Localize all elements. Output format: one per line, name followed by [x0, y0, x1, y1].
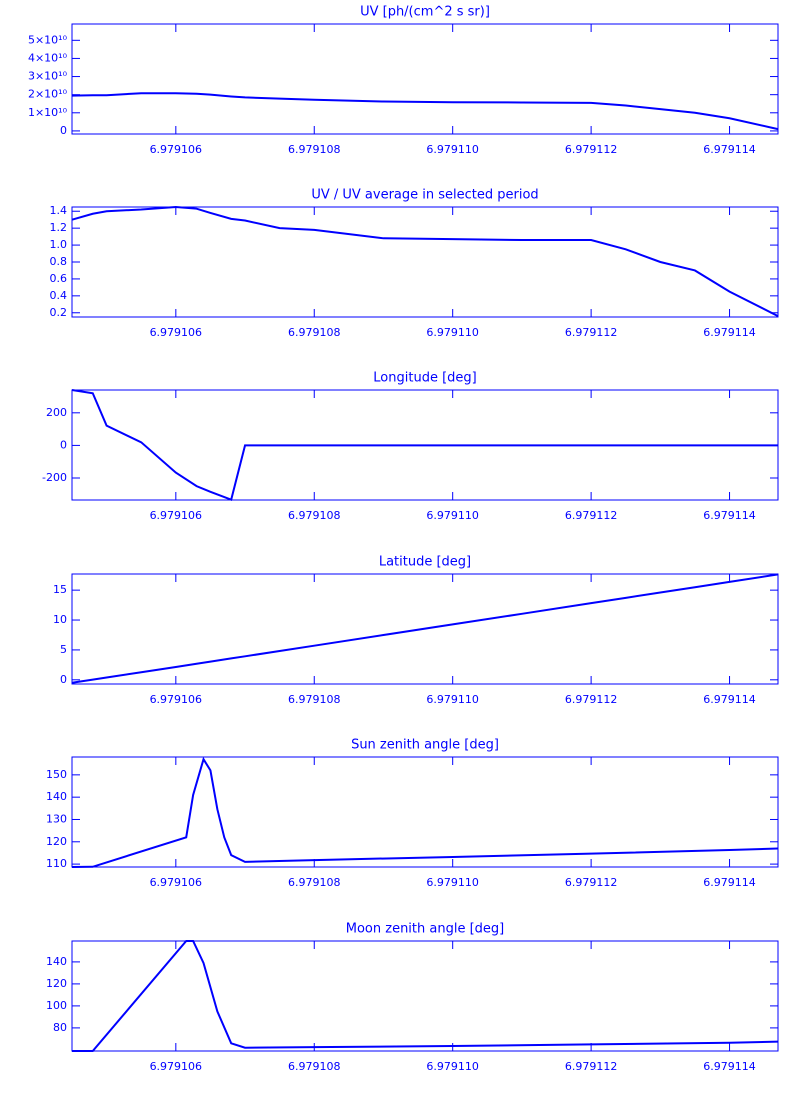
chart-title: Longitude [deg] [373, 371, 476, 386]
y-tick-label: 130 [46, 812, 67, 825]
data-line [71, 756, 779, 868]
data-line [72, 940, 779, 1052]
y-tick-label: 200 [46, 406, 67, 419]
y-tick-label: 120 [46, 835, 67, 848]
y-tick-label: 120 [46, 977, 67, 990]
chart-title: Latitude [deg] [379, 555, 471, 570]
x-tick-label: 6.979110 [426, 1060, 479, 1073]
x-tick-label: 6.979112 [565, 326, 618, 339]
data-line [71, 205, 779, 318]
y-tick-label: 100 [46, 999, 67, 1012]
x-tick-label: 6.979114 [703, 143, 756, 156]
x-tick-label: 6.979106 [150, 326, 203, 339]
x-tick-label: 6.979108 [288, 326, 341, 339]
y-tick-label: 140 [46, 955, 67, 968]
x-tick-label: 6.979112 [565, 509, 618, 522]
y-tick-label: 1.4 [50, 204, 68, 217]
x-tick-label: 6.979106 [150, 876, 203, 889]
x-tick-label: 6.979108 [288, 876, 341, 889]
x-tick-label: 6.979112 [565, 143, 618, 156]
x-tick-label: 6.979110 [426, 693, 479, 706]
plot-frame [71, 573, 779, 685]
y-tick-label: 0 [60, 438, 67, 451]
x-tick-label: 6.979106 [150, 509, 203, 522]
x-tick-label: 6.979106 [150, 143, 203, 156]
y-tick-label: 150 [46, 768, 67, 781]
y-tick-label: 0 [60, 124, 67, 137]
x-tick-label: 6.979108 [288, 509, 341, 522]
x-tick-label: 6.979108 [288, 693, 341, 706]
x-tick-label: 6.979114 [703, 1060, 756, 1073]
x-tick-label: 6.979108 [288, 1060, 341, 1073]
x-tick-label: 6.979112 [565, 693, 618, 706]
x-tick-label: 6.979114 [703, 509, 756, 522]
plot-frame [71, 756, 779, 868]
plot-frame [71, 206, 779, 318]
y-tick-label: 1×10¹⁰ [28, 106, 68, 119]
chart-title: UV [ph/(cm^2 s sr)] [360, 5, 490, 20]
x-tick-label: 6.979112 [565, 1060, 618, 1073]
x-tick-label: 6.979114 [703, 876, 756, 889]
y-tick-label: 1.2 [50, 221, 68, 234]
y-tick-label: 0.4 [50, 289, 68, 302]
y-tick-label: 5 [60, 643, 67, 656]
x-tick-label: 6.979110 [426, 876, 479, 889]
y-tick-label: 0 [60, 673, 67, 686]
y-tick-label: 0.6 [50, 272, 68, 285]
y-tick-label: 2×10¹⁰ [28, 88, 68, 101]
y-tick-label: 4×10¹⁰ [28, 51, 68, 64]
y-tick-label: 1.0 [50, 238, 68, 251]
y-tick-label: 140 [46, 790, 67, 803]
plot-frame [71, 940, 779, 1052]
y-tick-label: -200 [42, 471, 67, 484]
y-tick-label: 0.2 [50, 306, 68, 319]
x-tick-label: 6.979112 [565, 876, 618, 889]
y-tick-label: 5×10¹⁰ [28, 33, 68, 46]
x-tick-label: 6.979110 [426, 326, 479, 339]
data-line [71, 573, 779, 684]
y-tick-label: 110 [46, 857, 67, 870]
x-tick-label: 6.979114 [703, 693, 756, 706]
y-tick-label: 3×10¹⁰ [28, 70, 68, 83]
y-tick-label: 15 [53, 583, 67, 596]
chart-title: UV / UV average in selected period [311, 188, 538, 203]
x-tick-label: 6.979108 [288, 143, 341, 156]
plot-frame [71, 23, 779, 135]
y-tick-label: 10 [53, 613, 67, 626]
y-tick-label: 80 [53, 1021, 67, 1034]
x-tick-label: 6.979106 [150, 1060, 203, 1073]
data-line [71, 92, 779, 131]
x-tick-label: 6.979106 [150, 693, 203, 706]
x-tick-label: 6.979114 [703, 326, 756, 339]
data-line [71, 389, 778, 501]
chart-title: Moon zenith angle [deg] [346, 922, 504, 937]
x-tick-label: 6.979110 [426, 143, 479, 156]
y-tick-label: 0.8 [50, 255, 68, 268]
x-tick-label: 6.979110 [426, 509, 479, 522]
chart-title: Sun zenith angle [deg] [351, 738, 499, 753]
